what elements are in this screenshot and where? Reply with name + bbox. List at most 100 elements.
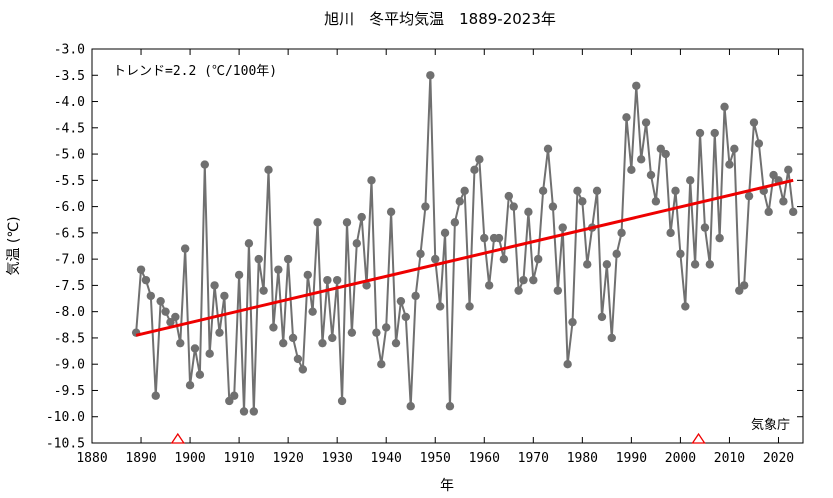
data-point — [298, 365, 308, 374]
data-point — [568, 317, 577, 327]
x-axis: 1880 1890 1900 1910 1920 1930 1940 1950 1960 1970… — [76, 49, 794, 466]
trend-line — [135, 178, 794, 337]
data-point — [784, 165, 793, 175]
data-point — [440, 228, 450, 238]
data-point — [372, 328, 381, 337]
data-point — [264, 165, 273, 175]
data-point — [161, 307, 170, 316]
data-point — [470, 165, 479, 175]
data-point — [230, 391, 239, 400]
data-point — [352, 239, 361, 248]
data-point — [455, 197, 464, 206]
data-point — [391, 338, 401, 348]
data-point — [558, 223, 567, 232]
data-point — [259, 286, 268, 295]
data-point — [705, 260, 715, 269]
y-tick-label: -8.0 — [54, 305, 85, 320]
x-tick-label: 1910 — [223, 451, 254, 466]
data-point — [494, 233, 504, 243]
data-point — [636, 155, 646, 164]
data-point — [200, 160, 209, 169]
y-tick-label: -6.0 — [54, 200, 85, 215]
x-tick-label: 2020 — [763, 451, 794, 466]
data-point — [651, 197, 661, 206]
y-tick-label: -9.0 — [54, 358, 85, 373]
data-point — [220, 291, 229, 301]
data-point — [166, 317, 175, 327]
data-point — [288, 333, 298, 343]
data-point — [484, 281, 494, 290]
y-tick-label: -3.0 — [54, 43, 85, 58]
y-tick-label: -3.5 — [54, 69, 85, 84]
data-point — [303, 270, 312, 280]
data-point — [715, 233, 724, 243]
trend-annotation: トレンド=2.2 (℃/100年) — [113, 64, 277, 79]
y-tick-label: -4.5 — [54, 121, 85, 136]
x-tick-label: 1950 — [420, 451, 451, 466]
data-point — [396, 296, 406, 306]
x-tick-label: 1960 — [469, 451, 500, 466]
data-point — [337, 396, 347, 406]
data-point — [563, 360, 572, 369]
data-point — [411, 291, 420, 301]
data-point — [607, 333, 616, 343]
x-tick-label: 1990 — [616, 451, 647, 466]
data-point — [553, 286, 563, 295]
data-point — [509, 202, 518, 211]
data-point — [195, 370, 205, 379]
data-point — [602, 260, 612, 269]
data-point — [450, 218, 460, 227]
data-point — [632, 81, 641, 90]
data-point — [435, 302, 445, 311]
triangle-marker — [691, 432, 706, 444]
x-tick-label: 2000 — [665, 451, 696, 466]
data-point — [151, 391, 160, 400]
data-point — [362, 281, 371, 290]
data-point — [592, 186, 602, 196]
data-point — [686, 176, 695, 185]
marker-layer — [170, 432, 706, 444]
data-point — [205, 349, 214, 358]
data-point — [185, 381, 195, 390]
data-point — [671, 186, 680, 196]
data-point — [504, 191, 513, 201]
triangle-marker — [170, 432, 186, 444]
plot-frame — [91, 48, 804, 444]
y-tick-label: -7.5 — [54, 279, 85, 294]
data-point — [666, 228, 675, 238]
data-point — [499, 254, 509, 264]
data-point — [744, 191, 754, 201]
x-tick-label: 1930 — [322, 451, 353, 466]
data-point — [269, 323, 278, 332]
data-point — [357, 212, 366, 222]
data-point — [367, 176, 376, 185]
data-point — [377, 360, 386, 369]
data-point — [597, 312, 607, 322]
series-line — [135, 75, 795, 412]
x-axis-label: 年 — [440, 478, 454, 494]
data-point — [274, 265, 283, 274]
data-point — [426, 71, 435, 80]
data-point — [180, 244, 190, 253]
data-point — [720, 102, 729, 111]
series-layer — [131, 71, 798, 416]
data-point — [406, 402, 415, 411]
y-axis-label: 気温 (℃) — [6, 216, 22, 275]
x-tick-label: 1890 — [125, 451, 156, 466]
x-tick-label: 2010 — [714, 451, 745, 466]
data-point — [313, 218, 322, 227]
data-point — [328, 333, 337, 343]
data-point — [190, 344, 200, 353]
data-point — [681, 302, 690, 311]
data-point — [146, 291, 156, 301]
x-tick-label: 1900 — [174, 451, 205, 466]
data-point — [735, 286, 744, 295]
y-tick-label: -4.0 — [54, 95, 85, 110]
data-point — [460, 186, 469, 196]
data-point — [332, 275, 342, 285]
data-point — [225, 396, 234, 406]
data-point — [622, 113, 631, 122]
data-point — [617, 228, 626, 238]
data-point — [445, 402, 455, 411]
